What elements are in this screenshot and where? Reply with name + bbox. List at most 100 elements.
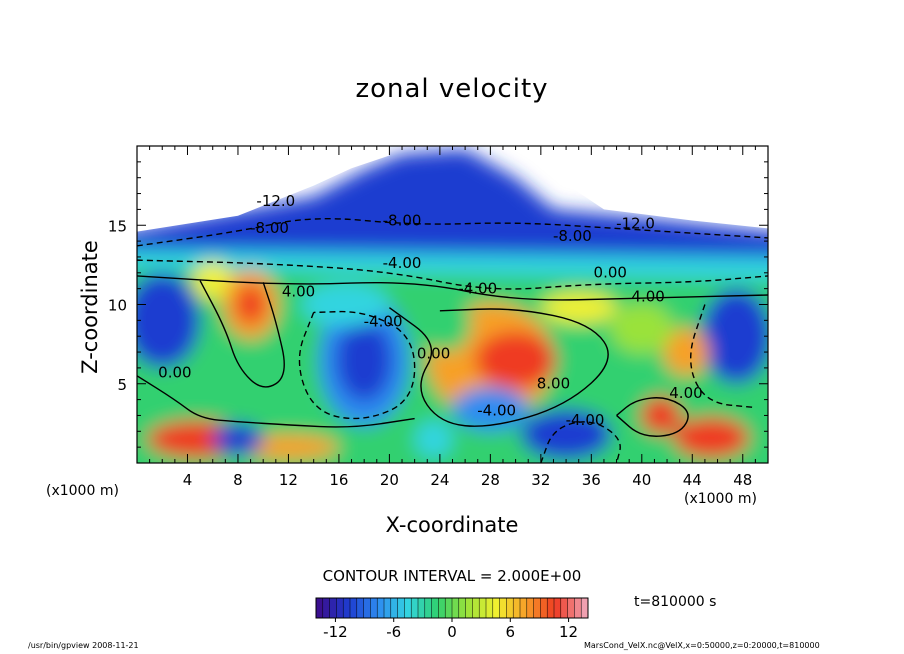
colorbar: -12 -6 0 6 12: [315, 597, 589, 641]
field-blob: [452, 386, 529, 432]
x-tick-label: 28: [481, 471, 500, 489]
colorbar-cell: [418, 598, 426, 618]
contour-line: [199, 280, 285, 388]
contour-line: [616, 397, 689, 437]
contour-line: [540, 421, 621, 463]
colorbar-cell: [356, 598, 365, 618]
x-units-left: (x1000 m): [46, 483, 119, 499]
contour-label: 4.00: [631, 287, 664, 305]
contour-label: -4.00: [458, 279, 497, 297]
colorbar-cell: [343, 598, 351, 618]
contour-line: [137, 375, 415, 428]
field-blob: [701, 288, 768, 384]
colorbar-tick-label: -12: [323, 623, 348, 641]
contour-label: -8.00: [250, 219, 289, 237]
colorbar-cell: [452, 598, 460, 618]
contour-line: [137, 218, 768, 247]
contour-label: 0.00: [158, 363, 191, 381]
contour-label: 8.00: [537, 375, 570, 393]
y-axis-label: Z-coordinate: [78, 240, 102, 374]
x-tick-label: 16: [329, 471, 348, 489]
colorbar-cell: [336, 598, 344, 618]
colorbar-cell: [499, 598, 507, 618]
colorbar-cell: [567, 598, 575, 618]
colorbar-tick-label: 12: [559, 623, 578, 641]
colorbar-cell: [492, 598, 501, 618]
colorbar-cell: [540, 598, 548, 618]
contour-label: -8.00: [383, 211, 422, 229]
colorbar-cell: [554, 598, 562, 618]
colorbar-cell: [513, 598, 521, 618]
colorbar-cell: [316, 598, 324, 618]
colorbar-cell: [445, 598, 453, 618]
field-blob: [540, 291, 617, 324]
field-blob: [640, 396, 681, 435]
x-axis: 4 8 12 16 20 24 28 32 36 40 44 48: [136, 146, 769, 489]
colorbar-cell: [404, 598, 412, 618]
colorbar-cell: [424, 598, 433, 618]
contour-label: 4.00: [282, 283, 315, 301]
colorbar-cell: [411, 598, 419, 618]
colorbar-cell: [350, 598, 358, 618]
x-tick-label: 20: [380, 471, 399, 489]
field-blob: [237, 434, 339, 460]
colorbar-cell: [581, 598, 589, 618]
x-tick-label: 24: [430, 471, 449, 489]
colorbar-cell: [390, 598, 399, 618]
field-blob: [663, 328, 709, 376]
colorbar-cell: [322, 598, 331, 618]
contour-labels: -12.0-8.00 -8.00-8.00-12.0-4.00-4.000.004…: [158, 192, 703, 429]
contour-lines: [137, 218, 768, 463]
field-blob: [212, 423, 264, 456]
x-tick-label: 36: [582, 471, 601, 489]
x-tick-label: 40: [632, 471, 651, 489]
x-tick-label: 4: [183, 471, 193, 489]
field-blob: [420, 294, 472, 353]
footer-left: /usr/bin/gpview 2008-11-21: [28, 641, 139, 650]
colorbar-cell: [431, 598, 439, 618]
contour-line: [298, 310, 416, 420]
contour-label: -4.00: [364, 313, 403, 331]
colorbar-tick-label: 0: [447, 623, 457, 641]
colorbar-cell: [560, 598, 569, 618]
x-tick-label: 44: [683, 471, 702, 489]
contour-label: 0.00: [594, 264, 627, 282]
colorbar-cell: [574, 598, 582, 618]
contour-line: [137, 275, 768, 301]
contour-label: -4.00: [383, 254, 422, 272]
y-tick-label: 10: [108, 297, 127, 315]
colorbar-cell: [458, 598, 467, 618]
colorbar-cell: [384, 598, 392, 618]
x-tick-label: 8: [233, 471, 243, 489]
field-upper-blue: [137, 149, 768, 257]
colorbar-cell: [506, 598, 514, 618]
time-label: t=810000 s: [634, 594, 717, 610]
y-tick-label: 15: [108, 217, 127, 235]
field-blob: [137, 272, 201, 368]
x-units-right: (x1000 m): [684, 491, 757, 507]
colorbar-cell: [547, 598, 555, 618]
colorbar-cell: [533, 598, 541, 618]
field-blob: [336, 318, 392, 402]
colorbar-cell: [397, 598, 405, 618]
colorbar-tick-label: -6: [386, 623, 401, 641]
contour-line: [690, 304, 756, 409]
contour-line: [388, 307, 609, 427]
field-blob: [673, 417, 750, 459]
field-blob: [610, 302, 674, 354]
colorbar-cell: [465, 598, 473, 618]
contour-label: -4.00: [566, 411, 605, 429]
contour-line: [137, 259, 768, 290]
x-axis-label: X-coordinate: [385, 513, 519, 537]
field-blob: [414, 420, 453, 459]
footer-right: MarsCond_VelX.nc@VelX,x=0:50000,z=0:2000…: [584, 641, 820, 650]
colorbar-cell: [472, 598, 480, 618]
colorbar-tick-label: 6: [506, 623, 516, 641]
field-blob: [235, 285, 266, 324]
colorbar-cell: [486, 598, 494, 618]
contour-label: 0.00: [417, 344, 450, 362]
velocity-field: [137, 146, 768, 463]
contour-label: -4.00: [477, 401, 516, 419]
colorbar-cell: [520, 598, 528, 618]
x-tick-label: 48: [733, 471, 752, 489]
